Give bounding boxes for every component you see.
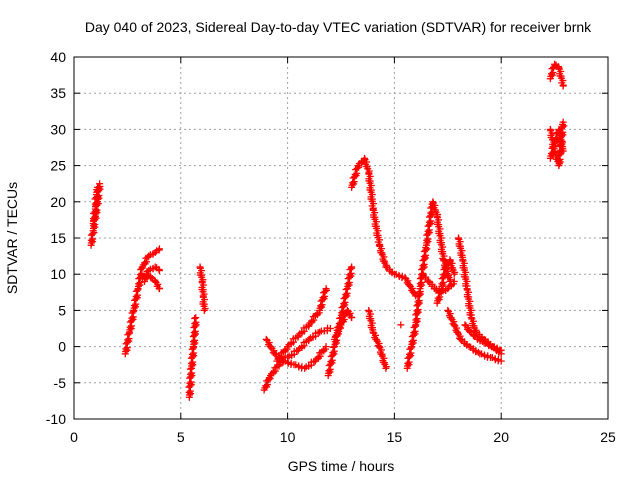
data-point-marker <box>322 343 330 351</box>
series-arc-24 <box>546 125 567 162</box>
y-tick-label: 20 <box>50 194 66 210</box>
x-tick-label: 10 <box>280 429 296 445</box>
data-point-marker <box>192 314 200 322</box>
series-arc-06 <box>185 314 200 401</box>
y-tick-label: 35 <box>50 85 66 101</box>
data-point-marker <box>326 325 334 332</box>
series-arc-22 <box>546 60 567 90</box>
axis-ticks: 0 5 10 15 20 25 -10 -5 0 5 10 15 20 25 30 35 40 <box>46 49 616 445</box>
data-point-marker <box>301 364 309 372</box>
series-arc-03 <box>121 245 163 358</box>
grid-lines <box>74 57 608 419</box>
data-point-marker <box>93 183 101 191</box>
data-point-marker <box>418 270 426 278</box>
data-point-marker <box>474 348 482 356</box>
data-point-marker <box>497 357 505 365</box>
data-point-marker <box>155 267 163 275</box>
data-point-marker <box>559 82 567 90</box>
y-tick-label: -5 <box>54 375 67 391</box>
data-point-marker <box>96 180 104 188</box>
data-point-marker <box>144 271 152 279</box>
x-tick-label: 15 <box>387 429 403 445</box>
data-point-marker <box>334 330 342 338</box>
data-point-marker <box>457 335 465 343</box>
series-arc-18 <box>433 256 459 307</box>
data-point-marker <box>305 335 313 343</box>
data-point-marker <box>348 263 356 271</box>
data-points <box>87 60 568 401</box>
data-point-marker <box>200 306 208 314</box>
y-tick-label: 0 <box>58 339 66 355</box>
series-arc-15 <box>397 321 405 329</box>
series-arc-07 <box>196 263 209 314</box>
series-arc-21 <box>461 321 505 354</box>
y-tick-label: 15 <box>50 230 66 246</box>
data-point-marker <box>155 285 163 293</box>
data-point-marker <box>263 381 271 389</box>
series-arc-02 <box>89 183 102 228</box>
data-point-marker <box>155 245 163 253</box>
data-point-marker <box>436 288 444 296</box>
y-tick-label: -10 <box>46 411 66 427</box>
x-tick-label: 20 <box>493 429 509 445</box>
y-tick-label: 10 <box>50 266 66 282</box>
y-tick-label: 25 <box>50 158 66 174</box>
x-axis-title: GPS time / hours <box>288 458 395 474</box>
series-arc-10 <box>273 285 331 365</box>
y-tick-label: 40 <box>50 49 66 65</box>
data-point-marker <box>425 277 433 285</box>
data-point-marker <box>397 321 405 329</box>
data-point-marker <box>550 143 558 151</box>
data-point-marker <box>186 365 194 373</box>
x-tick-label: 25 <box>600 429 616 445</box>
data-point-marker <box>382 364 390 372</box>
data-point-marker <box>551 60 559 68</box>
y-axis-title: SDTVAR / TECUs <box>4 182 20 294</box>
data-point-marker <box>348 314 356 322</box>
data-point-marker <box>340 315 348 323</box>
data-point-marker <box>191 314 199 322</box>
data-point-marker <box>450 270 458 278</box>
data-point-marker <box>151 263 159 271</box>
data-point-marker <box>271 350 279 358</box>
data-point-marker <box>145 267 153 275</box>
series-arc-14 <box>365 306 390 372</box>
series-arc-12 <box>331 306 356 343</box>
series-arc-05 <box>140 263 163 285</box>
series-arc-13 <box>348 154 420 300</box>
data-point-marker <box>382 263 390 271</box>
data-point-marker <box>145 252 153 260</box>
y-tick-label: 5 <box>58 302 66 318</box>
chart-title: Day 040 of 2023, Sidereal Day-to-day VTE… <box>85 19 592 35</box>
data-point-marker <box>497 346 505 354</box>
data-point-marker <box>322 285 330 293</box>
y-tick-label: 30 <box>50 121 66 137</box>
x-tick-label: 5 <box>177 429 185 445</box>
data-point-marker <box>415 289 423 297</box>
data-point-marker <box>316 328 324 336</box>
x-tick-label: 0 <box>70 429 78 445</box>
data-point-marker <box>450 277 458 285</box>
data-point-marker <box>559 118 567 126</box>
series-arc-08 <box>260 324 334 394</box>
series-arc-19 <box>444 306 505 365</box>
data-point-marker <box>559 147 567 155</box>
